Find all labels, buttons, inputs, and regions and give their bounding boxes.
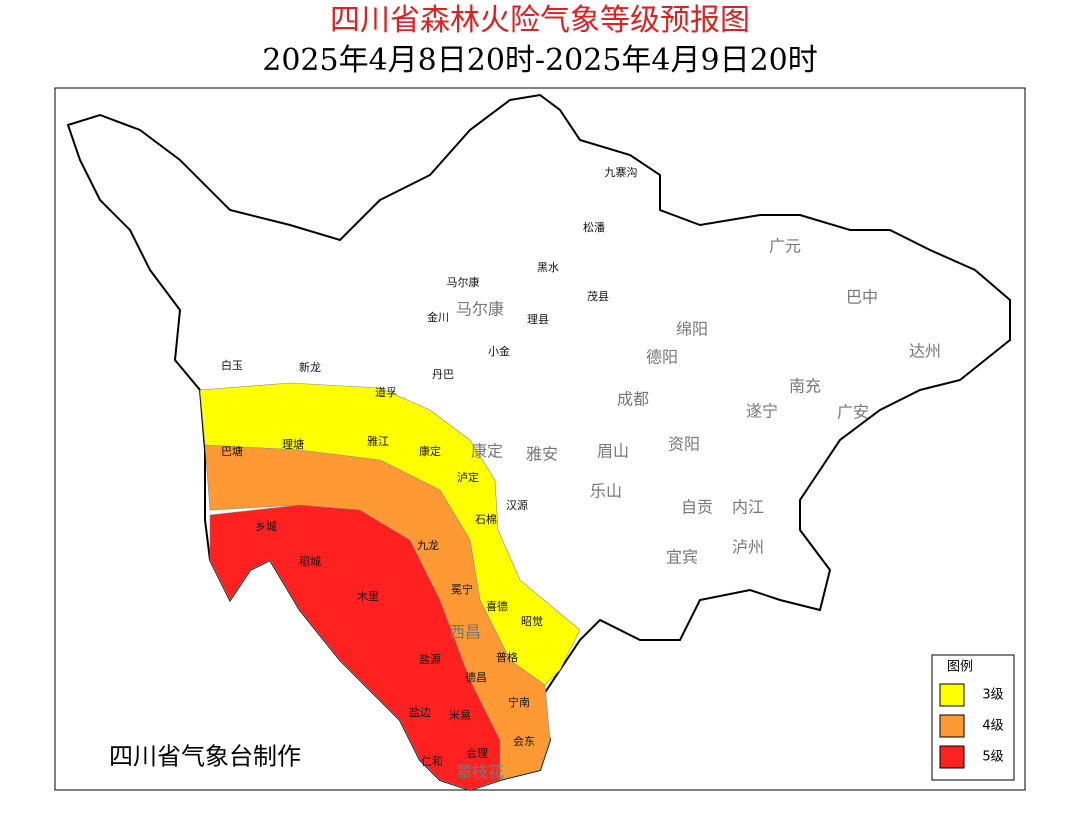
county-label: 米易 [449,709,471,722]
county-label: 普格 [496,650,518,664]
city-label: 雅安 [526,445,558,464]
legend-label: 5级 [982,750,1003,765]
credit: 四川省气象台制作 [109,743,301,771]
county-label: 茂县 [587,289,609,303]
county-label: 理县 [527,313,549,326]
county-label: 白玉 [221,358,243,372]
county-label: 盐源 [419,652,441,666]
city-label: 自贡 [681,498,713,517]
county-label: 道孚 [375,385,397,399]
county-label: 会东 [513,735,535,748]
county-label: 德昌 [465,670,487,684]
county-label: 盐边 [409,706,431,719]
legend-swatch [939,683,965,707]
county-label: 石棉 [475,512,497,526]
county-label: 冕宁 [451,582,473,596]
county-label: 稻城 [299,555,321,568]
frame [54,87,1026,791]
city-label: 内江 [732,498,764,517]
city-label: 攀枝花 [456,763,504,782]
legend-title: 图例 [947,660,973,675]
city-label: 眉山 [597,442,629,461]
county-label: 新龙 [299,360,321,374]
county-label: 仁和 [421,755,443,768]
city-label: 乐山 [590,482,622,501]
city-label: 南充 [789,377,821,396]
city-label: 成都 [617,390,649,409]
city-label: 广元 [769,237,801,256]
county-label: 木里 [357,590,379,603]
city-label: 康定 [471,442,503,461]
county-label: 宁南 [508,695,530,709]
city-label: 遂宁 [746,402,778,421]
level-5-zone [209,504,501,791]
city-label: 宜宾 [666,548,698,567]
city-label: 资阳 [668,435,700,454]
legend-swatch [939,714,965,738]
county-label: 金川 [427,310,449,324]
title: 四川省森林火险气象等级预报图 [330,3,750,38]
city-label: 马尔康 [456,300,504,319]
county-label: 泸定 [457,470,479,484]
county-label: 乡城 [255,520,277,533]
county-label: 巴塘 [221,444,243,458]
county-label: 松潘 [583,220,605,234]
legend-swatch [939,745,965,769]
city-label: 绵阳 [676,320,708,339]
legend-label: 3级 [982,688,1003,703]
county-label: 理塘 [282,437,304,451]
county-label: 会理 [466,747,488,760]
county-label: 昭觉 [521,615,543,628]
legend-label: 4级 [982,719,1003,734]
county-label: 黑水 [537,261,559,274]
county-label: 九寨沟 [605,165,638,179]
city-label: 巴中 [846,288,878,307]
county-label: 汉源 [506,498,528,512]
county-label: 小金 [488,344,510,358]
city-label: 广安 [837,403,869,422]
county-label: 九龙 [417,539,439,552]
city-label: 泸州 [732,538,764,557]
county-label: 丹巴 [432,368,454,381]
city-label: 达州 [909,342,941,361]
county-label: 马尔康 [447,275,480,289]
subtitle: 2025年4月8日20时-2025年4月9日20时 [262,43,818,78]
city-label: 西昌 [449,623,481,642]
city-label: 德阳 [646,348,678,367]
county-label: 雅江 [367,434,389,448]
county-label: 康定 [419,444,441,458]
county-label: 喜德 [486,599,508,613]
